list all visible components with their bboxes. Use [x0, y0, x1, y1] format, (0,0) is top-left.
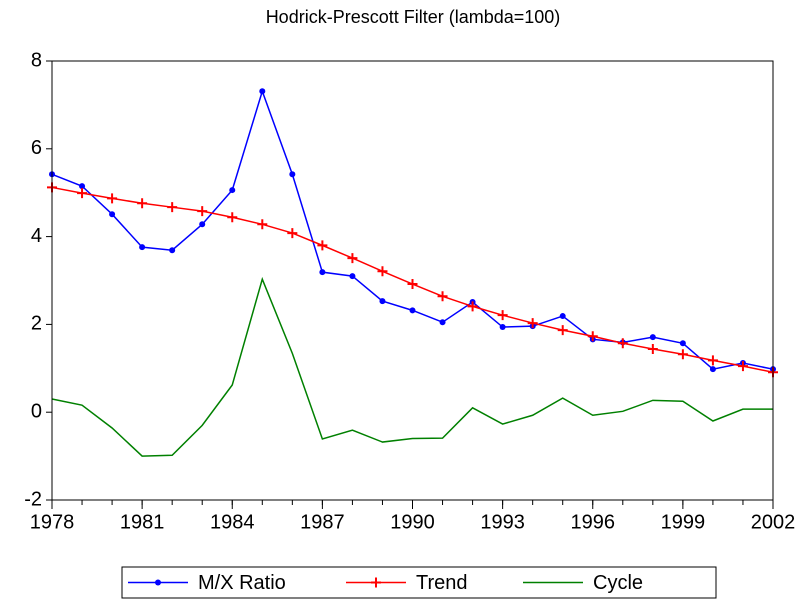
point [347, 253, 358, 264]
legend-label: Trend [416, 572, 468, 594]
y-tick-label: 2 [31, 313, 42, 335]
point [287, 228, 298, 239]
legend-entry: Cycle [523, 572, 643, 594]
plot-frame [51, 60, 774, 501]
y-tick-label: -2 [24, 488, 42, 510]
point [167, 202, 178, 213]
point [317, 240, 328, 251]
x-tick-label: 1993 [480, 511, 525, 533]
y-tick-label: 6 [31, 137, 42, 159]
point [499, 324, 506, 331]
legend-label: M/X Ratio [198, 572, 286, 594]
x-tick-label: 1987 [300, 511, 345, 533]
point [677, 349, 688, 360]
point [379, 298, 386, 305]
legend-entry: Trend [346, 572, 468, 594]
point [647, 343, 658, 354]
x-tick-label: 1978 [30, 511, 75, 533]
point [257, 219, 268, 230]
point [617, 338, 628, 349]
point [79, 183, 86, 190]
point [349, 273, 356, 280]
point [169, 247, 176, 254]
y-tick-label: 0 [31, 400, 42, 422]
point [497, 310, 508, 321]
point [77, 188, 88, 199]
point [557, 325, 568, 336]
point [559, 313, 566, 320]
legend-marker [155, 579, 161, 586]
series-line [51, 276, 773, 457]
point [227, 212, 238, 223]
point [409, 307, 416, 314]
point [199, 221, 206, 228]
point [679, 340, 686, 347]
point [737, 361, 748, 372]
point [587, 331, 598, 342]
legend-box [121, 566, 717, 599]
point [139, 244, 146, 251]
legend-label: Cycle [593, 572, 643, 594]
legend-entry: M/X Ratio [128, 572, 286, 594]
point [649, 334, 656, 341]
point [407, 279, 418, 290]
point [527, 318, 538, 329]
point [467, 301, 478, 312]
y-tick-label: 8 [31, 49, 42, 71]
x-tick-label: 2002 [751, 511, 796, 533]
point [319, 269, 326, 276]
x-tick-label: 1996 [571, 511, 616, 533]
point [137, 198, 148, 209]
x-tick-label: 1999 [661, 511, 706, 533]
x-tick-label: 1990 [390, 511, 435, 533]
point [109, 211, 116, 218]
point [229, 187, 236, 194]
point [377, 266, 388, 277]
x-tick-label: 1981 [120, 511, 165, 533]
point [259, 88, 266, 95]
point [439, 319, 446, 326]
chart-title: Hodrick-Prescott Filter (lambda=100) [266, 7, 561, 27]
point [707, 355, 718, 366]
point [709, 366, 716, 373]
point [107, 193, 118, 204]
point [197, 206, 208, 217]
point [437, 291, 448, 302]
y-tick-label: 4 [31, 225, 42, 247]
point [289, 171, 296, 178]
x-tick-label: 1984 [210, 511, 255, 533]
legend-marker [371, 577, 381, 588]
